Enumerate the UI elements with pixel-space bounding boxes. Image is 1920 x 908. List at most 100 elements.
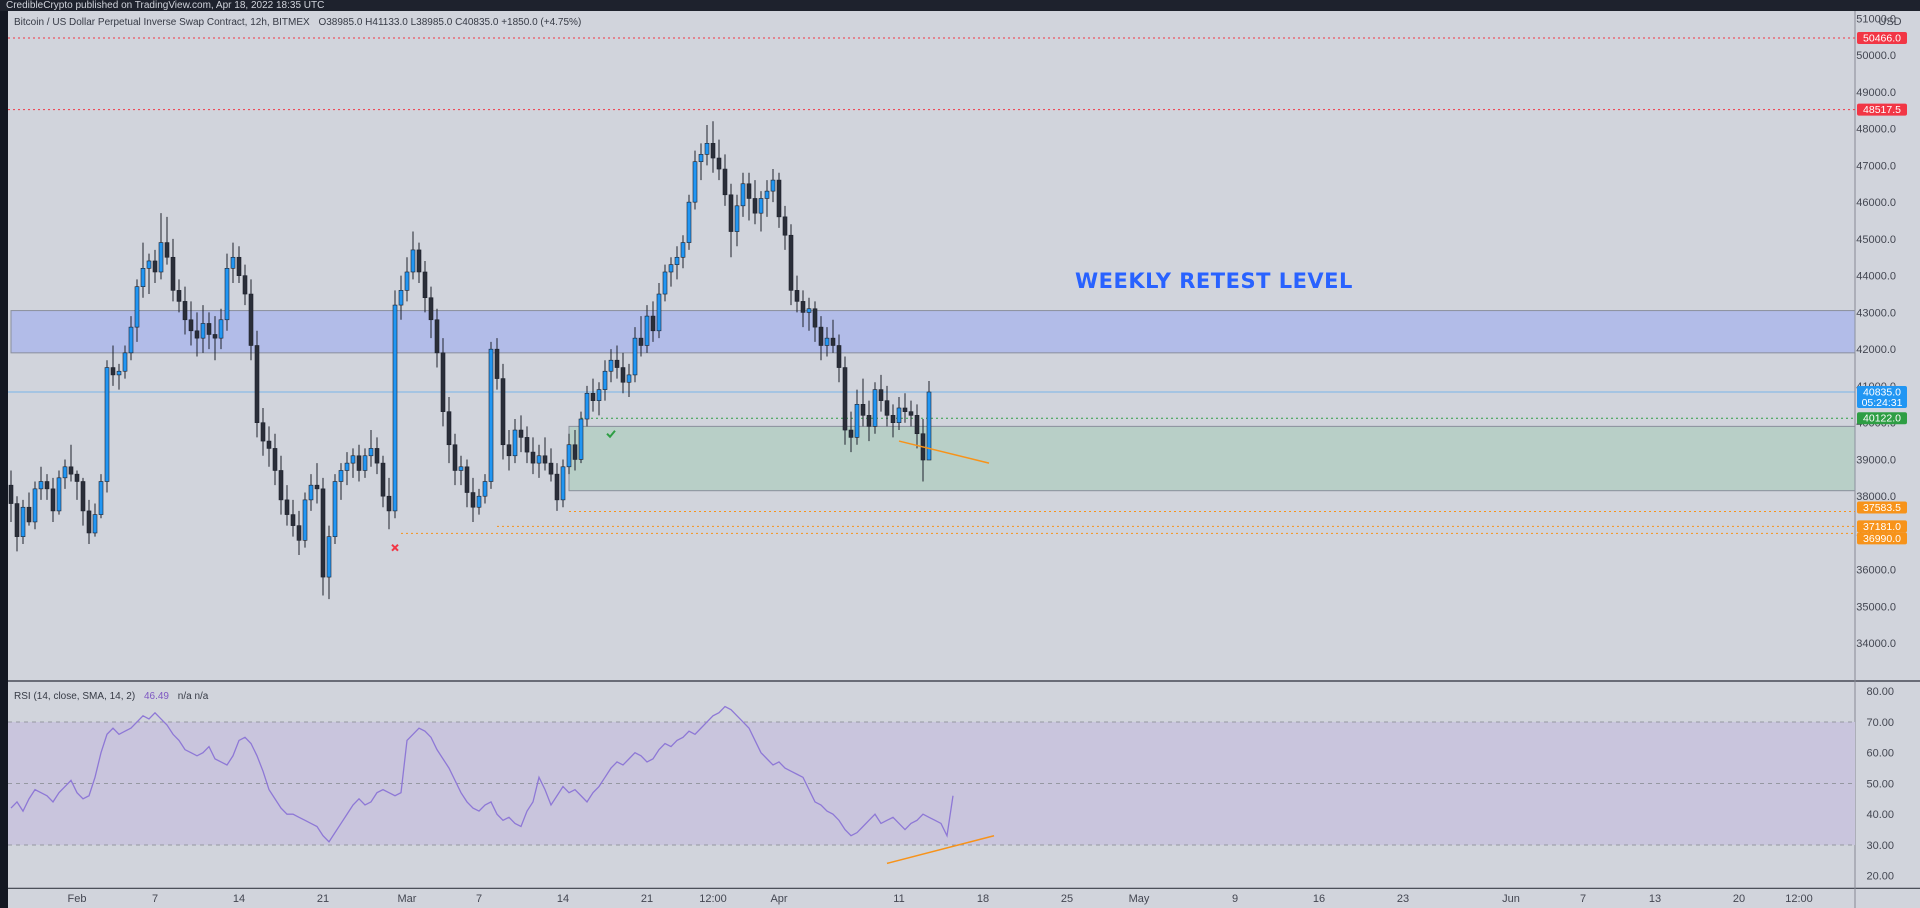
price-axis[interactable] bbox=[1855, 11, 1920, 680]
price-tick-label: 47000.0 bbox=[1856, 160, 1896, 172]
candle-body bbox=[290, 514, 296, 526]
candle-body bbox=[878, 389, 884, 401]
candle-body bbox=[776, 179, 782, 218]
candle-body bbox=[188, 319, 194, 332]
price-tag bbox=[1857, 532, 1907, 545]
time-tick-label: 13 bbox=[1649, 893, 1661, 905]
candle-body bbox=[230, 256, 236, 269]
candle-body bbox=[416, 249, 422, 273]
candle-body bbox=[590, 392, 596, 401]
time-tick-label: 7 bbox=[476, 893, 482, 905]
candle-body bbox=[866, 415, 872, 427]
candle-body bbox=[680, 242, 686, 258]
candle-body bbox=[740, 183, 746, 207]
candle-body bbox=[656, 293, 662, 332]
candle-body bbox=[98, 481, 104, 515]
candle-body bbox=[662, 271, 668, 295]
price-tick-label: 34000.0 bbox=[1856, 638, 1896, 650]
candle-body bbox=[386, 495, 392, 512]
candle-body bbox=[158, 242, 164, 273]
candle-body bbox=[440, 352, 446, 412]
time-tick-label: Feb bbox=[68, 893, 87, 905]
candle-body bbox=[266, 440, 272, 449]
price-tag-label: 37181.0 bbox=[1863, 521, 1901, 533]
candle-body bbox=[398, 290, 404, 306]
candle-body bbox=[248, 293, 254, 346]
candle-body bbox=[14, 503, 20, 537]
price-tick-label: 43000.0 bbox=[1856, 307, 1896, 319]
candle-body bbox=[788, 234, 794, 291]
rsi-tick-label: 20.00 bbox=[1866, 871, 1894, 883]
candle-body bbox=[470, 492, 476, 508]
currency-label[interactable]: USD bbox=[1878, 16, 1901, 28]
candle-body bbox=[146, 260, 152, 269]
candle-body bbox=[584, 392, 590, 420]
candle-body bbox=[794, 290, 800, 302]
candle-body bbox=[218, 319, 224, 339]
candle-body bbox=[170, 256, 176, 291]
price-tick-label: 36000.0 bbox=[1856, 565, 1896, 577]
rsi-extra: n/a n/a bbox=[178, 691, 209, 702]
candle-body bbox=[110, 367, 116, 376]
time-tick-label: May bbox=[1129, 893, 1150, 905]
price-tag bbox=[1857, 31, 1907, 44]
price-trendline bbox=[898, 440, 990, 464]
time-tick-label: 7 bbox=[1580, 893, 1586, 905]
rsi-tick-label: 80.00 bbox=[1866, 686, 1894, 698]
candle-body bbox=[854, 404, 860, 438]
candle-body bbox=[26, 506, 32, 523]
candle-body bbox=[140, 268, 146, 287]
candle-body bbox=[392, 304, 398, 512]
candle-body bbox=[356, 455, 362, 471]
candle-body bbox=[50, 488, 56, 512]
annotations bbox=[391, 430, 990, 552]
price-tick-label: 42000.0 bbox=[1856, 344, 1896, 356]
candle-body bbox=[302, 499, 308, 541]
rsi-line bbox=[10, 705, 954, 843]
rsi-axis[interactable] bbox=[1855, 682, 1920, 888]
time-tick-label: 14 bbox=[557, 893, 569, 905]
time-axis[interactable] bbox=[8, 889, 1920, 908]
candle-body bbox=[836, 345, 842, 368]
candle-body bbox=[566, 444, 572, 468]
candle-body bbox=[152, 260, 158, 273]
candle-body bbox=[752, 198, 758, 214]
candle-body bbox=[326, 536, 332, 578]
ohlc-values: O38985.0 H41133.0 L38985.0 C40835.0 +185… bbox=[318, 17, 581, 28]
candle-body bbox=[782, 216, 788, 236]
candle-body bbox=[308, 484, 314, 501]
price-tag bbox=[1857, 103, 1907, 116]
candle-body bbox=[182, 301, 188, 321]
candle-body bbox=[212, 334, 218, 339]
candle-body bbox=[674, 256, 680, 265]
candle-body bbox=[446, 411, 452, 446]
x-marker-icon bbox=[391, 543, 399, 552]
price-tick-label: 35000.0 bbox=[1856, 601, 1896, 613]
candle-body bbox=[710, 143, 716, 159]
candle-body bbox=[116, 370, 122, 376]
symbol-legend[interactable]: Bitcoin / US Dollar Perpetual Inverse Sw… bbox=[14, 17, 581, 28]
candle-body bbox=[494, 348, 500, 379]
candle-body bbox=[518, 429, 524, 438]
candle-body bbox=[572, 444, 578, 460]
chart-canvas[interactable]: 51000.0 50000.0 49000.0 48000.0 47000.0 46000… bbox=[0, 11, 1920, 908]
price-tag-label: 40122.0 bbox=[1863, 413, 1901, 425]
rsi-tick-label: 60.00 bbox=[1866, 748, 1894, 760]
price-tag-label: 37583.5 bbox=[1863, 502, 1901, 514]
candle-body bbox=[746, 183, 752, 199]
candle-body bbox=[242, 275, 248, 295]
candle-body bbox=[410, 249, 416, 273]
candle-body bbox=[884, 400, 890, 416]
candle-body bbox=[458, 466, 464, 471]
candle-body bbox=[422, 271, 428, 299]
candle-body bbox=[908, 411, 914, 416]
time-tick-label: 21 bbox=[317, 893, 329, 905]
candle-body bbox=[692, 161, 698, 203]
candle-body bbox=[464, 466, 470, 493]
rsi-legend[interactable]: RSI (14, close, SMA, 14, 2) 46.49 n/a n/… bbox=[14, 691, 209, 702]
candle-body bbox=[362, 455, 368, 471]
candle-body bbox=[812, 308, 818, 328]
candle-body bbox=[344, 462, 350, 471]
weekly-retest-zone bbox=[10, 310, 1856, 354]
candle-body bbox=[428, 297, 434, 321]
